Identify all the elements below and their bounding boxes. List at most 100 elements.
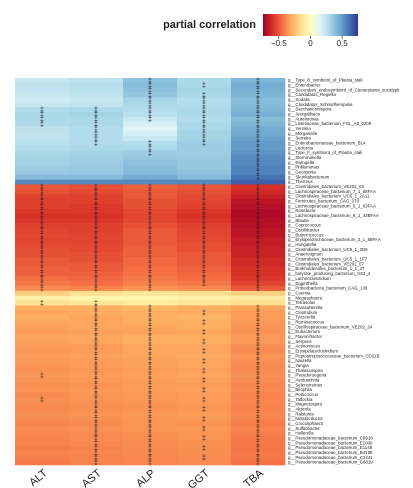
significance-marker: ‡ — [40, 281, 44, 288]
heatmap-cell — [69, 348, 124, 355]
significance-marker: ‡ — [94, 320, 98, 327]
heatmap-cell — [69, 397, 124, 403]
significance-marker: ‡ — [94, 257, 98, 264]
significance-marker: ‡ — [94, 436, 98, 443]
heatmap-cell — [69, 406, 124, 413]
significance-marker: ‡ — [40, 271, 44, 278]
significance-marker: ‡ — [94, 281, 98, 288]
significance-marker: ‡ — [202, 237, 206, 244]
heatmap-cell — [69, 411, 124, 417]
significance-marker: ‡ — [256, 383, 260, 390]
heatmap-cell — [231, 218, 286, 224]
significance-marker: ‡ — [256, 170, 260, 177]
significance-marker: ‡ — [94, 431, 98, 438]
heatmap-cell — [123, 348, 178, 355]
column-label: ALP — [134, 467, 158, 488]
heatmap-cell — [15, 218, 70, 224]
heatmap-cell — [177, 87, 232, 93]
heatmap-cell — [231, 203, 286, 209]
significance-marker: ‡ — [202, 204, 206, 211]
heatmap-cell — [15, 295, 70, 301]
heatmap-cell — [15, 300, 70, 306]
significance-marker: ‡ — [202, 271, 206, 278]
heatmap-cell — [231, 97, 286, 103]
heatmap-cell — [123, 368, 178, 374]
heatmap-cell — [69, 387, 124, 393]
heatmap-cell — [231, 402, 286, 408]
heatmap-cell — [123, 155, 178, 161]
heatmap-cell — [69, 194, 124, 200]
heatmap-cell — [231, 397, 286, 403]
significance-marker: ‡ — [40, 116, 44, 123]
significance-marker: ‡ — [94, 218, 98, 225]
heatmap-cell — [177, 227, 232, 234]
colorbar — [263, 14, 358, 36]
row-label: g__Listeriaceae_bacterium_FSL_A5_0209 — [288, 121, 372, 126]
significance-marker: ‡ — [148, 305, 152, 312]
heatmap-cell — [15, 305, 70, 311]
heatmap-cell — [231, 315, 286, 321]
heatmap-cell — [69, 169, 124, 176]
significance-marker: ‡ — [202, 228, 206, 235]
heatmap-cell — [123, 107, 178, 113]
significance-marker: ‡ — [148, 320, 152, 327]
significance-marker: ‡ — [94, 300, 98, 307]
significance-marker: ‡ — [256, 257, 260, 264]
significance-marker: ‡ — [256, 378, 260, 385]
heatmap-cell — [15, 184, 70, 190]
heatmap-cell — [123, 179, 178, 185]
heatmap-cell — [231, 136, 286, 142]
significance-marker: ‡ — [202, 281, 206, 288]
heatmap-cell — [69, 300, 124, 306]
heatmap-cell — [69, 160, 124, 166]
significance-marker: ‡ — [148, 281, 152, 288]
significance-marker: ‡ — [94, 339, 98, 346]
heatmap-cell — [15, 392, 70, 398]
heatmap-cell — [123, 334, 178, 340]
significance-marker: ‡ — [94, 383, 98, 390]
heatmap-cell — [123, 450, 178, 456]
significance-marker: ‡ — [40, 121, 44, 128]
row-label: g__Pseudomonadaceae_bacterium_C2441 — [288, 455, 373, 460]
significance-marker: ‡ — [148, 107, 152, 114]
significance-marker: ‡ — [40, 237, 44, 244]
heatmap-cell — [123, 140, 178, 147]
significance-marker: ‡ — [148, 83, 152, 90]
significance-marker: ‡ — [148, 184, 152, 191]
significance-marker: ‡ — [256, 460, 260, 467]
row-label: g__Selenomonas — [288, 382, 323, 387]
colorbar-tick-label: 0.5 — [337, 39, 349, 48]
significance-marker: ‡ — [256, 97, 260, 104]
heatmap-cell — [177, 155, 232, 161]
row-label: g__Georgenia — [288, 169, 316, 174]
significance-marker: ‡ — [256, 262, 260, 269]
significance-marker: ‡ — [202, 455, 206, 462]
heatmap-cell — [231, 286, 286, 292]
significance-marker: ‡ — [202, 378, 206, 385]
heatmap-cell — [15, 440, 70, 446]
heatmap-cell — [15, 121, 70, 127]
row-label: g__Clostridiales_bacterium_UC5_1_3D9 — [288, 247, 368, 252]
heatmap-cell — [123, 92, 178, 98]
heatmap-cell — [231, 194, 286, 200]
significance-marker: ‡ — [256, 116, 260, 123]
significance-marker: ‡ — [148, 87, 152, 94]
row-label: g__Ruminococcus — [288, 319, 325, 324]
heatmap-cell — [123, 290, 178, 296]
heatmap-cell — [123, 87, 178, 93]
heatmap-cell — [15, 368, 70, 374]
heatmap-cell — [123, 160, 178, 166]
heatmap-cell — [15, 82, 70, 88]
heatmap-cell — [15, 136, 70, 142]
heatmap-cell — [231, 184, 286, 190]
heatmap-cell — [15, 131, 70, 137]
significance-marker: ‡ — [202, 445, 206, 452]
significance-marker: ‡ — [256, 320, 260, 327]
significance-marker: ‡ — [256, 112, 260, 119]
significance-marker: ‡ — [94, 460, 98, 467]
heatmap-cell — [231, 368, 286, 374]
significance-marker: ‡ — [94, 286, 98, 293]
row-label: g__Enterobacteriaceae_bacterium_B14 — [288, 140, 366, 145]
heatmap-cell — [123, 237, 178, 243]
significance-marker: ‡ — [94, 363, 98, 370]
